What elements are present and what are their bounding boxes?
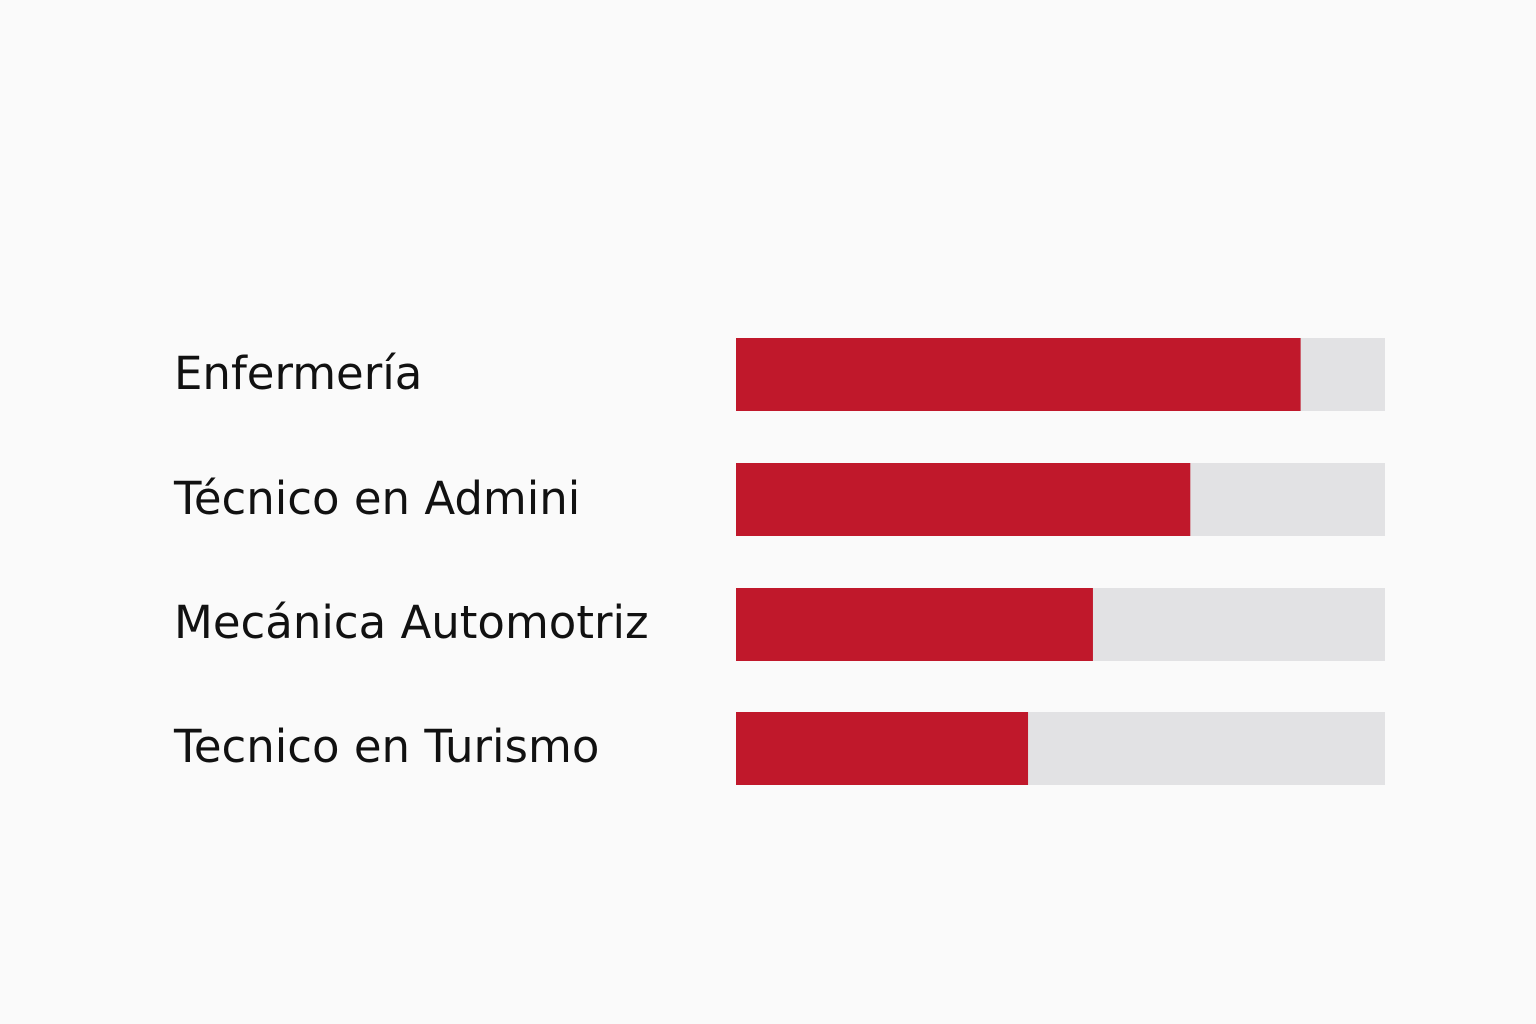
bar-enfermeria (736, 338, 1301, 411)
category-label-enfermeria: Enfermería (174, 347, 422, 400)
bar-tecnico-en-admini (736, 463, 1191, 536)
bars (736, 338, 1385, 785)
bar-tecnico-en-turismo (736, 712, 1029, 785)
category-label-mecanica-automotriz: Mecánica Automotriz (174, 596, 649, 649)
category-label-tecnico-admini: Técnico en Admini (173, 472, 580, 525)
bar-mecanica-automotriz (736, 588, 1093, 661)
category-labels: Enfermería Técnico en Admini Mecánica Au… (173, 347, 649, 773)
category-label-tecnico-turismo: Tecnico en Turismo (173, 720, 599, 773)
